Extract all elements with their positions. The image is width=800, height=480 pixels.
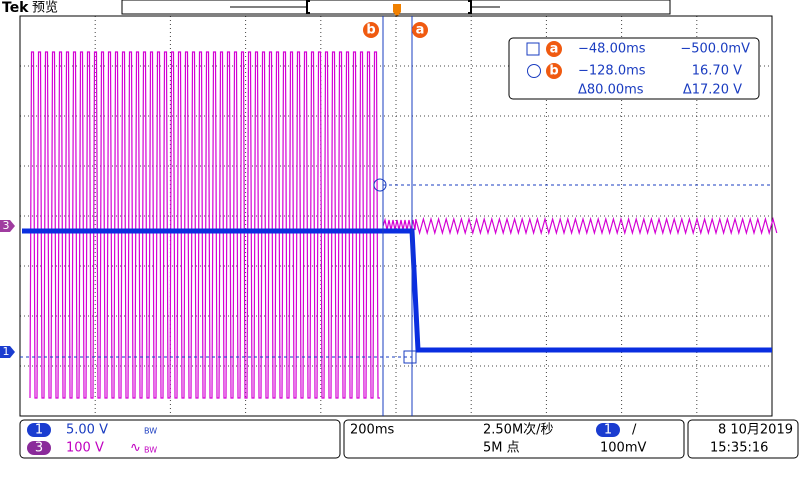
cursor-b-badge xyxy=(363,22,379,38)
ch1-marker xyxy=(0,346,15,358)
date: 8 10月2019 xyxy=(718,423,793,438)
ch3-scale: 100 V xyxy=(66,441,104,456)
ch1-marker-label: 1 xyxy=(3,345,10,358)
readout-badge xyxy=(546,41,562,57)
readout-delta-time: Δ80.00ms xyxy=(578,83,644,98)
ch1-scale: 5.00 V xyxy=(66,423,108,438)
ch3-bandwidth: BW xyxy=(144,446,157,455)
timebase: 200ms xyxy=(350,423,394,438)
cursor-a-badge xyxy=(412,22,428,38)
ch3-badge xyxy=(27,441,51,455)
cursor-readout xyxy=(508,37,760,100)
channel-panel xyxy=(19,419,341,459)
brand: Tek xyxy=(2,0,29,16)
ch3-coupling: ∿ xyxy=(130,441,141,456)
ch3-marker-label: 3 xyxy=(3,219,10,232)
readout-time: −128.0ms xyxy=(578,64,646,79)
trigger-level: 100mV xyxy=(600,441,646,456)
cursor-b-label: b xyxy=(366,23,375,38)
ch1-trace xyxy=(22,228,772,353)
record-length: 5M 点 xyxy=(483,441,520,456)
readout-voltage: 16.70 V xyxy=(692,64,742,79)
readout-time: −48.00ms xyxy=(578,42,646,57)
ch3-marker xyxy=(0,220,15,232)
ch1-number: 1 xyxy=(35,423,43,438)
readout-marker: a xyxy=(550,42,559,57)
readout-badge xyxy=(546,63,562,79)
trigger-slope: / xyxy=(632,423,637,438)
screen-border xyxy=(19,15,773,417)
trigger-badge xyxy=(596,423,620,437)
clock-time: 15:35:16 xyxy=(710,441,768,456)
cursor-b-point xyxy=(373,178,387,192)
ch1-bandwidth: BW xyxy=(144,427,157,436)
readout-circle xyxy=(527,64,541,78)
clock-panel xyxy=(687,419,799,459)
view-bracket xyxy=(306,0,472,14)
trigger-position xyxy=(393,4,401,17)
cursor-a-label: a xyxy=(416,23,425,38)
readout-delta-voltage: Δ17.20 V xyxy=(683,83,742,98)
cursor-a-point xyxy=(403,350,417,364)
mode: 预览 xyxy=(32,0,58,16)
readout-marker: b xyxy=(549,64,558,79)
readout-voltage: −500.0mV xyxy=(680,42,750,57)
ch3-trace xyxy=(29,51,778,399)
trigger-source: 1 xyxy=(604,423,612,438)
ch1-badge xyxy=(27,423,51,437)
sample-rate: 2.50M次/秒 xyxy=(483,422,554,438)
ch3-number: 3 xyxy=(35,441,43,456)
readout-square xyxy=(526,42,540,56)
